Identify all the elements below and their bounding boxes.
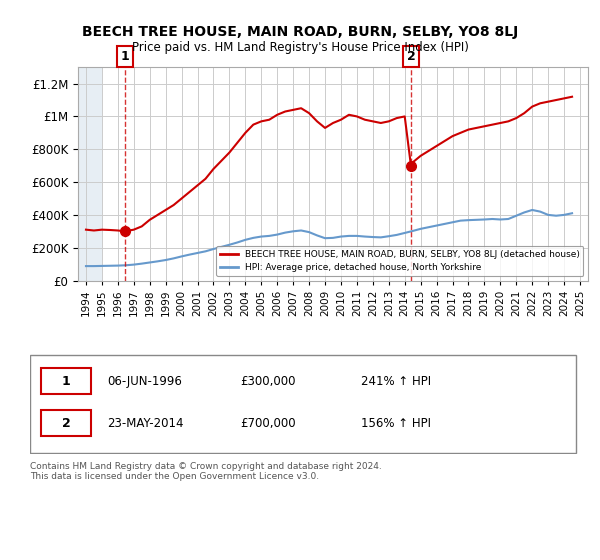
Text: £300,000: £300,000 — [240, 375, 295, 388]
Text: £700,000: £700,000 — [240, 417, 295, 430]
FancyBboxPatch shape — [41, 368, 91, 394]
Text: 241% ↑ HPI: 241% ↑ HPI — [361, 375, 431, 388]
Bar — [78, 67, 102, 281]
Text: 06-JUN-1996: 06-JUN-1996 — [107, 375, 182, 388]
FancyBboxPatch shape — [41, 410, 91, 436]
FancyBboxPatch shape — [30, 355, 577, 452]
Text: Price paid vs. HM Land Registry's House Price Index (HPI): Price paid vs. HM Land Registry's House … — [131, 41, 469, 54]
Text: BEECH TREE HOUSE, MAIN ROAD, BURN, SELBY, YO8 8LJ: BEECH TREE HOUSE, MAIN ROAD, BURN, SELBY… — [82, 25, 518, 39]
Text: Contains HM Land Registry data © Crown copyright and database right 2024.
This d: Contains HM Land Registry data © Crown c… — [30, 462, 382, 482]
Text: 156% ↑ HPI: 156% ↑ HPI — [361, 417, 431, 430]
Text: 2: 2 — [407, 50, 415, 63]
Text: 23-MAY-2014: 23-MAY-2014 — [107, 417, 184, 430]
Legend: BEECH TREE HOUSE, MAIN ROAD, BURN, SELBY, YO8 8LJ (detached house), HPI: Average: BEECH TREE HOUSE, MAIN ROAD, BURN, SELBY… — [216, 246, 583, 276]
Text: 1: 1 — [121, 50, 129, 63]
Text: 2: 2 — [62, 417, 70, 430]
Text: 1: 1 — [62, 375, 70, 388]
